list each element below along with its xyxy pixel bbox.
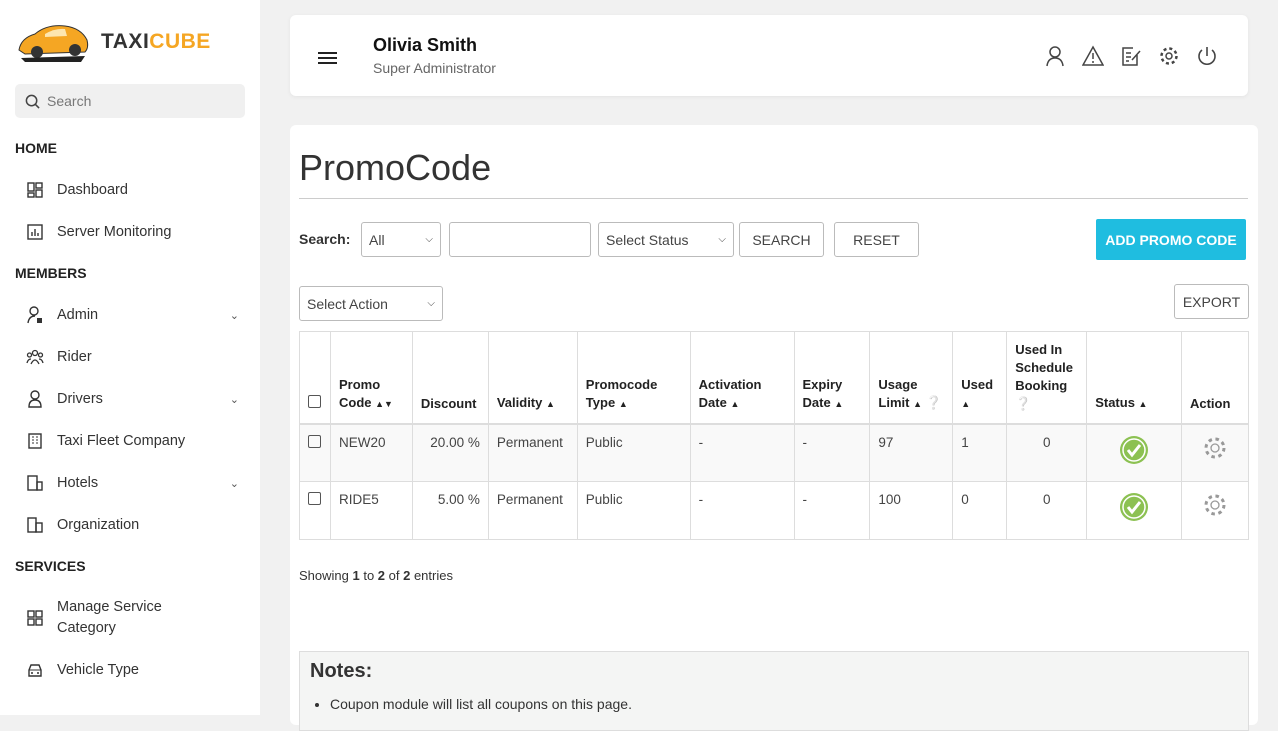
col-expiry-date[interactable]: Expiry Date ▲ <box>793 331 871 425</box>
user-role: Super Administrator <box>373 60 496 76</box>
status-select[interactable]: Select Status ⌵ <box>598 222 734 257</box>
sidebar-item-manage-service-category[interactable]: Manage Service Category <box>25 597 245 639</box>
search-input[interactable] <box>449 222 591 257</box>
sidebar-item-server-monitoring[interactable]: Server Monitoring <box>25 222 245 242</box>
sort-icon: ▲ <box>1138 398 1148 409</box>
edit-icon[interactable] <box>1120 45 1142 67</box>
chevron-down-icon: ⌄ <box>229 309 239 322</box>
sidebar-item-vehicle-type[interactable]: Vehicle Type <box>25 660 245 680</box>
section-services: SERVICES <box>15 558 86 574</box>
reset-button[interactable]: RESET <box>834 222 919 257</box>
page-title: PromoCode <box>299 147 492 188</box>
table-header: Promo Code ▲▼ Discount Validity ▲ Promoc… <box>299 331 1250 425</box>
select-all-checkbox[interactable] <box>308 394 321 408</box>
search-button[interactable]: SEARCH <box>739 222 824 257</box>
help-icon: ❔ <box>925 394 942 410</box>
car-icon <box>25 660 45 680</box>
filter-select[interactable]: All ⌵ <box>361 222 441 257</box>
col-promo-code[interactable]: Promo Code ▲▼ <box>329 331 413 425</box>
help-icon: ❔ <box>1015 395 1032 411</box>
chevron-down-icon: ⌵ <box>427 298 435 309</box>
col-type[interactable]: Promocode Type ▲ <box>576 331 691 425</box>
organization-icon <box>25 515 45 535</box>
top-header: Olivia Smith Super Administrator <box>290 15 1248 96</box>
sort-icon: ▲ <box>546 398 555 409</box>
col-usage-limit[interactable]: Usage Limit ▲ ❔ <box>869 331 954 425</box>
logo-text: TAXICUBE <box>101 30 211 53</box>
users-icon <box>25 347 45 367</box>
gear-icon[interactable] <box>1202 435 1228 461</box>
search-label: Search: <box>299 231 351 247</box>
notes-title: Notes: <box>310 660 373 682</box>
col-action: Action <box>1180 331 1250 425</box>
bulk-action-select[interactable]: Select Action ⌵ <box>299 286 443 321</box>
search-placeholder: Search <box>47 93 92 109</box>
warning-icon[interactable] <box>1082 45 1104 67</box>
gear-icon[interactable] <box>1202 492 1228 518</box>
sidebar-item-rider[interactable]: Rider <box>25 347 245 367</box>
col-activation-date[interactable]: Activation Date ▲ <box>689 331 795 425</box>
active-status-icon[interactable] <box>1119 492 1149 522</box>
sort-icon: ▲ <box>961 398 971 409</box>
sidebar-item-organization[interactable]: Organization <box>25 515 245 535</box>
col-used-in-schedule: Used In Schedule Booking ❔ <box>1006 331 1088 425</box>
sort-icon: ▲ <box>834 398 844 409</box>
col-discount: Discount <box>411 331 489 425</box>
sidebar-item-admin[interactable]: Admin ⌄ <box>25 305 245 325</box>
chevron-down-icon: ⌵ <box>718 234 726 245</box>
sort-icon: ▲ <box>730 398 740 409</box>
user-lock-icon <box>25 305 45 325</box>
user-name: Olivia Smith <box>373 35 478 55</box>
sort-icon: ▲ <box>913 398 923 409</box>
table-row: RIDE5 5.00 % Permanent Public - - 100 0 … <box>299 481 1250 540</box>
section-members: MEMBERS <box>15 265 87 281</box>
dashboard-icon <box>25 180 45 200</box>
chart-icon <box>25 222 45 242</box>
grid-icon <box>25 608 45 628</box>
table-row: NEW20 20.00 % Permanent Public - - 97 1 … <box>299 423 1250 482</box>
search-icon <box>25 94 40 109</box>
chevron-down-icon: ⌵ <box>425 234 433 245</box>
note-item: Coupon module will list all coupons on t… <box>330 696 632 712</box>
sort-icon: ▲▼ <box>375 398 393 409</box>
export-button[interactable]: EXPORT <box>1174 284 1249 319</box>
divider <box>299 198 1248 199</box>
active-status-icon[interactable] <box>1119 435 1149 465</box>
col-validity[interactable]: Validity ▲ <box>487 331 578 425</box>
sidebar-search-input[interactable]: Search <box>15 84 245 118</box>
table-info: Showing 1 to 2 of 2 entries <box>299 568 453 583</box>
col-status[interactable]: Status ▲ <box>1086 331 1182 425</box>
sort-icon: ▲ <box>618 398 628 409</box>
sidebar-item-hotels[interactable]: Hotels ⌄ <box>25 473 245 493</box>
sidebar-item-drivers[interactable]: Drivers ⌄ <box>25 389 245 409</box>
section-home: HOME <box>15 140 57 156</box>
promocode-card: PromoCode Search: All ⌵ Select Status ⌵ SE… <box>290 125 1258 731</box>
chevron-down-icon: ⌄ <box>229 393 239 406</box>
driver-icon <box>25 389 45 409</box>
row-checkbox[interactable] <box>308 492 321 505</box>
building-icon <box>25 431 45 451</box>
sidebar-item-taxi-fleet-company[interactable]: Taxi Fleet Company <box>25 431 245 451</box>
notes-panel: Notes: Coupon module will list all coupo… <box>299 651 1249 731</box>
row-checkbox[interactable] <box>308 434 321 448</box>
user-icon[interactable] <box>1044 45 1066 67</box>
chevron-down-icon: ⌄ <box>229 477 239 490</box>
col-used[interactable]: Used ▲ <box>952 331 1008 425</box>
power-icon[interactable] <box>1196 45 1218 67</box>
hamburger-menu-icon[interactable] <box>318 52 337 64</box>
settings-icon[interactable] <box>1158 45 1180 67</box>
sidebar-item-dashboard[interactable]: Dashboard <box>25 180 245 200</box>
sidebar: TAXICUBE Search HOME MEMBERS SERVICES Da… <box>0 0 260 715</box>
promocode-table: Promo Code ▲▼ Discount Validity ▲ Promoc… <box>299 331 1250 540</box>
taxi-car-logo-icon <box>18 25 89 62</box>
hotel-icon <box>25 473 45 493</box>
add-promo-code-button[interactable]: ADD PROMO CODE <box>1096 219 1246 260</box>
logo[interactable]: TAXICUBE <box>15 20 211 64</box>
